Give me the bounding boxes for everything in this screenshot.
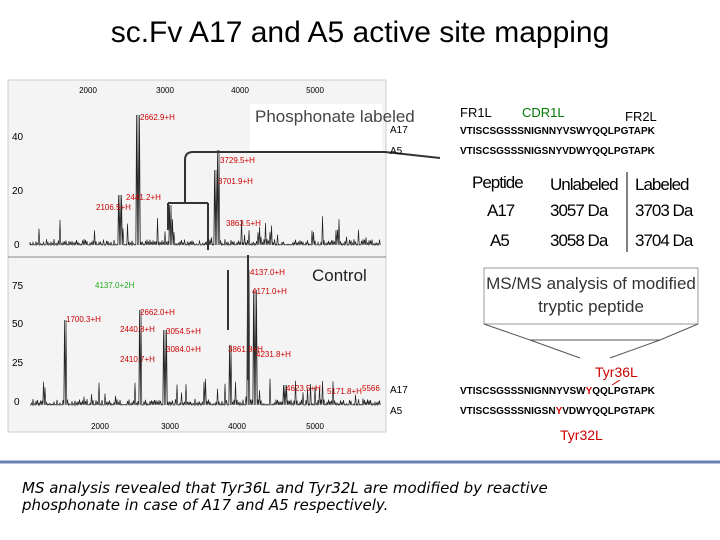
peak-label: 2440.8+H xyxy=(120,325,155,334)
seq-part: VDWYQQLPGTAPK xyxy=(562,406,655,417)
seq-part: VTISCSGSSSNIGSN xyxy=(460,406,556,417)
peak-label: 4623.5+H xyxy=(286,384,321,393)
x-tick: 2000 xyxy=(91,422,109,431)
funnel xyxy=(483,323,699,359)
y-tick: 40 xyxy=(12,132,24,143)
peak-label: 4137.0+H xyxy=(250,268,285,277)
peak-label: 2662.0+H xyxy=(140,308,175,317)
peak-label: 3054.5+H xyxy=(166,327,201,336)
peak-label: 2662.9+H xyxy=(140,113,175,122)
peak-label: 2106.5+H xyxy=(96,203,131,212)
msms-box xyxy=(483,267,699,325)
peak-label: 1700.3+H xyxy=(66,315,101,324)
footer-text: MS analysis revealed that Tyr36L and Tyr… xyxy=(22,480,548,514)
cell: Peptide xyxy=(472,173,523,192)
peak-label: 4137.0+2H xyxy=(95,281,135,290)
sequence: VTISCSGSSSNIGSNYVDWYQQLPGTAPK xyxy=(460,406,656,417)
y-tick: 0 xyxy=(14,240,20,251)
region: FR1L xyxy=(460,105,492,120)
top-peaks: 2662.9+H 2106.5+H 2441.2+H 3729.5+H 3701… xyxy=(96,113,261,228)
peak-label: 3863.5+H xyxy=(226,219,261,228)
y-tick: 0 xyxy=(14,397,20,408)
region: CDR1L xyxy=(522,105,565,120)
sequence: VTISCSGSSSNIGNNYVSWYQQLPGTAPK xyxy=(460,386,656,397)
y-tick: 50 xyxy=(12,319,24,330)
trace xyxy=(29,114,381,247)
x-tick: 2000 xyxy=(79,86,97,95)
seq-name: A17 xyxy=(390,385,408,396)
sequence: VTISCSGSSSNIGSNYVDWYQQLPGTAPK xyxy=(460,146,656,157)
peak-label: 4171.0+H xyxy=(252,287,287,296)
cell: Labeled xyxy=(635,175,689,194)
bottom-peaks: 4137.0+H 4171.0+H 4137.0+2H 1700.3+H 266… xyxy=(66,268,380,396)
cell: A5 xyxy=(490,231,509,250)
footer-wrap: MS analysis revealed that Tyr36L and Tyr… xyxy=(22,480,548,514)
bracket xyxy=(227,255,249,380)
sequence: VTISCSGSSSNIGNNYVSWYQQLPGTAPK xyxy=(460,126,656,137)
seq-name: A5 xyxy=(390,146,403,157)
y-tick: 75 xyxy=(12,281,24,292)
cell: 3704 Da xyxy=(635,231,694,250)
peak-label: 3861.8+H xyxy=(228,345,263,354)
region: FR2L xyxy=(625,109,657,124)
seq-name: A17 xyxy=(390,125,408,136)
cell: A17 xyxy=(487,201,515,220)
peak-label: 2441.2+H xyxy=(126,193,161,202)
cell: 3057 Da xyxy=(550,201,609,220)
x-tick: 5000 xyxy=(306,86,324,95)
cell: 3703 Da xyxy=(635,201,694,220)
seq-name: A5 xyxy=(390,406,403,417)
seq-part: QQLPGTAPK xyxy=(592,386,655,397)
bottom-axis: 75 50 25 0 2000 3000 4000 5000 xyxy=(12,281,324,431)
table: Peptide Unlabeled Labeled A17 3057 Da 37… xyxy=(472,172,695,252)
top-axis: 2000 3000 4000 5000 40 20 0 xyxy=(12,86,324,251)
x-tick: 4000 xyxy=(228,422,246,431)
y-tick: 25 xyxy=(12,358,24,369)
x-tick: 5000 xyxy=(306,422,324,431)
title: sc.Fv A17 and A5 active site mapping xyxy=(111,16,610,49)
peak-label: 5171.8+H xyxy=(327,387,362,396)
x-tick: 4000 xyxy=(231,86,249,95)
x-tick: 3000 xyxy=(156,86,174,95)
trace xyxy=(30,269,381,407)
modified-site: Y xyxy=(586,386,593,397)
traces xyxy=(29,114,381,407)
x-tick: 3000 xyxy=(161,422,179,431)
seq-part: VTISCSGSSSNIGNNYVSW xyxy=(460,386,586,397)
y-tick: 20 xyxy=(12,186,24,197)
peak-label: 5566 xyxy=(362,384,380,393)
msms-text: MS/MS analysis of modified tryptic pepti… xyxy=(486,274,696,316)
peak-label: 4231.8+H xyxy=(256,350,291,359)
spectrum-label: Control xyxy=(312,266,367,285)
site-label: Tyr32L xyxy=(560,427,603,443)
bracket xyxy=(167,203,209,250)
peak-label: 3701.9+H xyxy=(218,177,253,186)
cell: Unlabeled xyxy=(550,175,618,194)
modified-site: Y xyxy=(556,406,563,417)
peak-label: 3729.5+H xyxy=(220,156,255,165)
label-bg xyxy=(250,104,382,154)
site-label: Tyr36L xyxy=(595,364,638,380)
arrow xyxy=(184,151,441,203)
cell: 3058 Da xyxy=(550,231,609,250)
msms-text-wrap: MS/MS analysis of modified tryptic pepti… xyxy=(486,274,696,316)
peak-label: 2410.7+H xyxy=(120,355,155,364)
peak-label: 3084.0+H xyxy=(166,345,201,354)
spectrum-label: Phosphonate labeled xyxy=(255,107,415,126)
